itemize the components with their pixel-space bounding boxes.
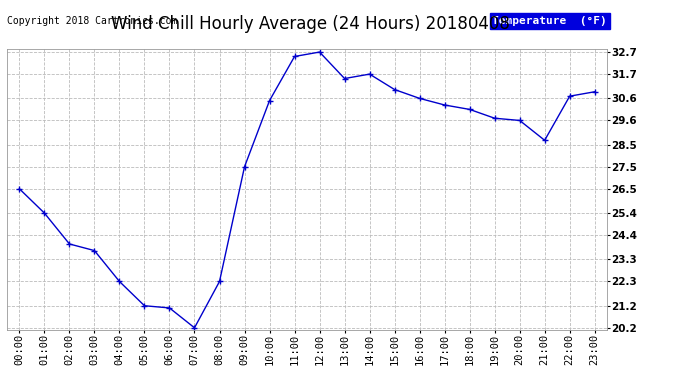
Text: Wind Chill Hourly Average (24 Hours) 20180408: Wind Chill Hourly Average (24 Hours) 201… — [111, 15, 510, 33]
Text: Temperature  (°F): Temperature (°F) — [493, 16, 607, 26]
Text: Copyright 2018 Cartronics.com: Copyright 2018 Cartronics.com — [7, 16, 177, 26]
